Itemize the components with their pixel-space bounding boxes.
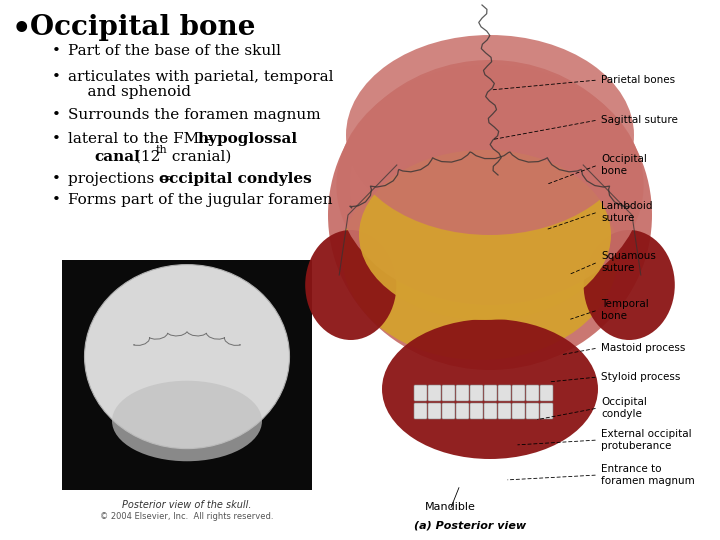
Text: © 2004 Elsevier, Inc.  All rights reserved.: © 2004 Elsevier, Inc. All rights reserve… [100,512,274,521]
Ellipse shape [346,35,634,235]
Ellipse shape [305,230,397,340]
FancyBboxPatch shape [484,385,497,401]
Text: occipital condyles: occipital condyles [159,172,312,186]
Ellipse shape [350,75,590,295]
Text: •: • [52,132,61,146]
Text: canal: canal [94,150,140,164]
Ellipse shape [342,150,618,360]
FancyBboxPatch shape [62,260,312,490]
Text: hypoglossal: hypoglossal [198,132,298,146]
Ellipse shape [336,65,644,305]
Text: •: • [52,193,61,207]
Ellipse shape [84,265,289,449]
Ellipse shape [359,150,611,320]
Ellipse shape [584,230,675,340]
FancyBboxPatch shape [540,403,553,419]
FancyBboxPatch shape [512,403,525,419]
Text: •: • [52,70,61,84]
FancyBboxPatch shape [428,385,441,401]
Text: •: • [52,108,61,122]
Text: •: • [12,15,32,44]
FancyBboxPatch shape [512,385,525,401]
Text: Posterior view of the skull.: Posterior view of the skull. [122,500,252,510]
Text: (12: (12 [130,150,161,164]
Text: Forms part of the jugular foramen: Forms part of the jugular foramen [68,193,333,207]
Text: cranial): cranial) [167,150,231,164]
Text: (a) Posterior view: (a) Posterior view [414,520,526,530]
FancyBboxPatch shape [470,403,483,419]
Text: Surrounds the foramen magnum: Surrounds the foramen magnum [68,108,320,122]
Text: Occipital
bone: Occipital bone [601,154,647,176]
Text: Temporal
bone: Temporal bone [601,299,649,321]
Ellipse shape [382,319,598,459]
Text: External occipital
protuberance: External occipital protuberance [601,429,692,451]
Ellipse shape [112,381,262,461]
FancyBboxPatch shape [484,403,497,419]
Text: th: th [156,145,168,155]
FancyBboxPatch shape [414,403,427,419]
Text: projections =: projections = [68,172,176,186]
Text: Mastoid process: Mastoid process [601,343,685,353]
Text: Squamous
suture: Squamous suture [601,251,656,273]
Text: Parietal bones: Parietal bones [601,75,675,85]
Text: articulates with parietal, temporal: articulates with parietal, temporal [68,70,333,84]
Text: Entrance to
foramen magnum: Entrance to foramen magnum [601,464,695,486]
Text: and sphenoid: and sphenoid [68,85,191,99]
FancyBboxPatch shape [456,385,469,401]
FancyBboxPatch shape [442,403,455,419]
Text: •: • [52,44,61,58]
Text: Lambdoid
suture: Lambdoid suture [601,201,652,223]
FancyBboxPatch shape [526,385,539,401]
FancyBboxPatch shape [442,385,455,401]
FancyBboxPatch shape [540,385,553,401]
FancyBboxPatch shape [428,403,441,419]
Text: Mandible: Mandible [425,502,475,512]
Text: lateral to the FM –: lateral to the FM – [68,132,217,146]
FancyBboxPatch shape [498,385,511,401]
FancyBboxPatch shape [414,385,427,401]
Text: •: • [52,172,61,186]
Text: Sagittal suture: Sagittal suture [601,115,678,125]
Text: Occipital
condyle: Occipital condyle [601,397,647,419]
Text: Part of the base of the skull: Part of the base of the skull [68,44,281,58]
FancyBboxPatch shape [470,385,483,401]
FancyBboxPatch shape [456,403,469,419]
Ellipse shape [328,60,652,370]
Text: Occipital bone: Occipital bone [30,14,256,41]
FancyBboxPatch shape [498,403,511,419]
Text: Styloid process: Styloid process [601,372,680,382]
FancyBboxPatch shape [526,403,539,419]
